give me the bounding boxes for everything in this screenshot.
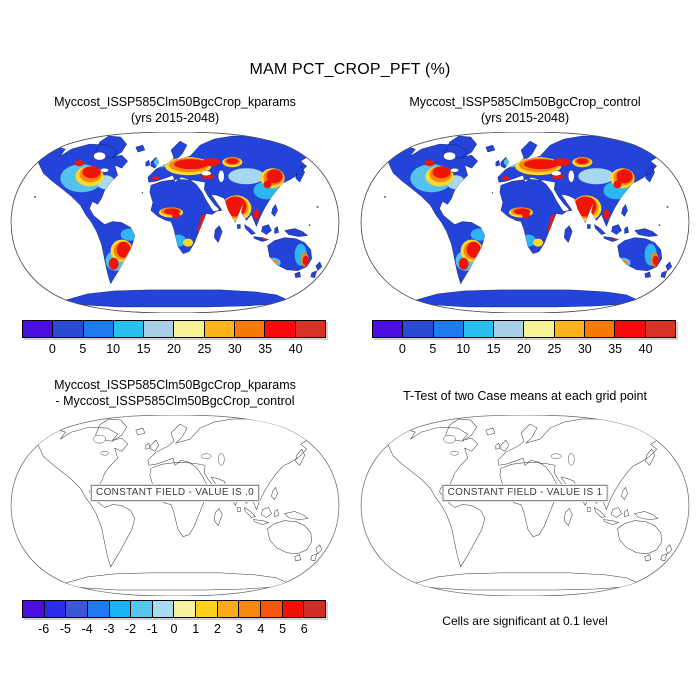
constant-field-label: CONSTANT FIELD - VALUE IS .0 [91,485,259,501]
colorbar-cell [173,321,204,337]
map-ttest: CONSTANT FIELD - VALUE IS 1 [358,415,692,596]
colorbar-cell [373,321,403,337]
map-kparams [8,132,342,313]
panel-title-line1: Myccost_ISSP585Clm50BgcCrop_kparams [54,95,296,109]
colorbar-cell [86,601,109,617]
colorbar-cell [523,321,554,337]
colorbar-tick-label: 1 [192,622,200,636]
panel-title-line1: T-Test of two Case means at each grid po… [403,389,647,403]
panel-title-line2: - Myccost_ISSP585Clm50BgcCrop_control [55,394,295,408]
colorbar-tick-label: 5 [429,342,437,356]
colorbar-cell [23,601,44,617]
panel-title-line1: Myccost_ISSP585Clm50BgcCrop_kparams [54,378,296,392]
colorbar-cell [43,601,66,617]
colorbar-tick-labels: 0 5 10 15 20 25 30 35 40 [22,342,326,357]
colorbar-cell [281,601,304,617]
colorbar-cell [65,601,87,617]
colorbar-cell [432,321,463,337]
colorbar-tick-label: 15 [136,342,151,356]
colorbar-difference: -6 -5 -4 -3 -2 -1 0 1 2 3 4 5 6 [22,600,326,637]
colorbar-cell [82,321,113,337]
colorbar-cell [238,601,261,617]
colorbar-tick-labels: 0 5 10 15 20 25 30 35 40 [372,342,676,357]
colorbar-tick-label: -2 [125,622,137,636]
colorbar-pct-right: 0 5 10 15 20 25 30 35 40 [372,320,676,357]
colorbar-cell [52,321,83,337]
panel-title-control: Myccost_ISSP585Clm50BgcCrop_control (yrs… [350,94,700,126]
colorbar-cell [644,321,675,337]
colorbar-strip [22,320,326,338]
colorbar-tick-label: 10 [106,342,121,356]
panel-title-ttest: T-Test of two Case means at each grid po… [350,388,700,404]
colorbar-tick-label: 15 [486,342,501,356]
colorbar-cell [553,321,585,337]
world-map-difference-outline [8,415,342,596]
colorbar-cell [294,321,325,337]
colorbar-tick-label: 3 [235,622,243,636]
colorbar-tick-label: -4 [81,622,93,636]
constant-field-label: CONSTANT FIELD - VALUE IS 1 [442,485,608,501]
colorbar-cell [584,321,615,337]
colorbar-cell [195,601,217,617]
colorbar-cell [462,321,494,337]
panel-title-line2: (yrs 2015-2048) [480,111,570,125]
colorbar-tick-label: -3 [103,622,115,636]
colorbar-tick-label: 20 [517,342,531,356]
colorbar-tick-label: 5 [279,622,287,636]
map-control [358,132,692,313]
colorbar-cell [108,601,131,617]
world-map-ttest-outline [358,415,692,596]
colorbar-cell [173,601,196,617]
panel-title-line2: (yrs 2015-2048) [130,111,220,125]
colorbar-tick-label: 30 [227,342,242,356]
colorbar-cell [264,321,295,337]
colorbar-tick-label: 35 [258,342,273,356]
colorbar-pct-left: 0 5 10 15 20 25 30 35 40 [22,320,326,357]
world-map-control [358,132,692,313]
colorbar-strip [372,320,676,338]
map-difference: CONSTANT FIELD - VALUE IS .0 [8,415,342,596]
colorbar-strip [22,600,326,618]
colorbar-cell [260,601,282,617]
panel-title-line1: Myccost_ISSP585Clm50BgcCrop_control [409,95,641,109]
colorbar-cell [216,601,239,617]
colorbar-tick-label: 0 [48,342,56,356]
colorbar-tick-label: 35 [608,342,623,356]
colorbar-tick-label: 4 [257,622,265,636]
colorbar-tick-label: 0 [170,622,178,636]
colorbar-tick-label: -6 [38,622,50,636]
colorbar-tick-labels: -6 -5 -4 -3 -2 -1 0 1 2 3 4 5 6 [22,622,326,637]
colorbar-tick-label: 40 [288,342,303,356]
colorbar-tick-label: 6 [300,622,308,636]
colorbar-tick-label: 0 [398,342,406,356]
world-map-kparams [8,132,342,313]
colorbar-tick-label: 5 [79,342,87,356]
colorbar-tick-label: 25 [197,342,212,356]
colorbar-cell [130,601,152,617]
colorbar-tick-label: -5 [59,622,71,636]
colorbar-cell [493,321,524,337]
colorbar-cell [23,321,53,337]
colorbar-cell [234,321,265,337]
colorbar-tick-label: 20 [167,342,181,356]
colorbar-tick-label: -1 [146,622,158,636]
figure-title: MAM PCT_CROP_PFT (%) [249,61,451,78]
significance-footnote: Cells are significant at 0.1 level [442,614,608,628]
colorbar-cell [614,321,645,337]
colorbar-cell [112,321,144,337]
colorbar-tick-label: 10 [456,342,471,356]
colorbar-cell [402,321,433,337]
colorbar-cell [151,601,174,617]
colorbar-tick-label: 30 [577,342,592,356]
colorbar-tick-label: 2 [213,622,221,636]
panel-title-kparams: Myccost_ISSP585Clm50BgcCrop_kparams (yrs… [0,94,350,126]
colorbar-tick-label: 40 [638,342,653,356]
colorbar-tick-label: 25 [547,342,562,356]
panel-title-difference: Myccost_ISSP585Clm50BgcCrop_kparams - My… [0,377,350,409]
colorbar-cell [303,601,325,617]
colorbar-cell [143,321,174,337]
colorbar-cell [203,321,235,337]
